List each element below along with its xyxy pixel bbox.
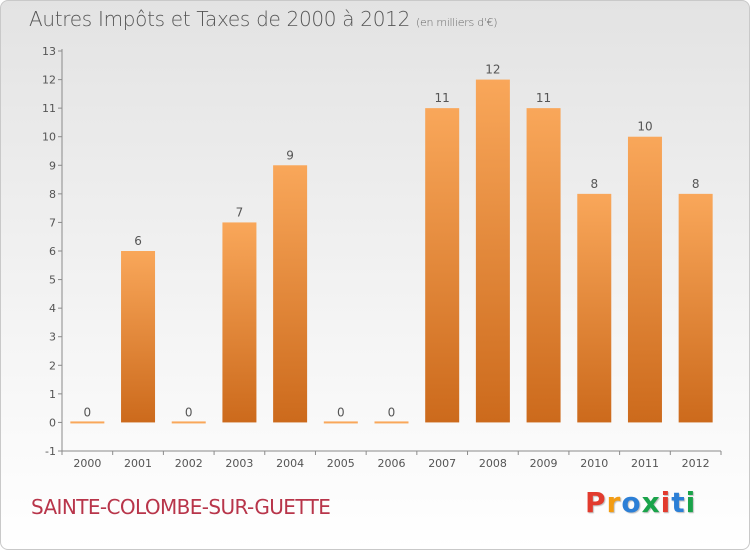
y-tick-label: 12: [42, 74, 56, 87]
logo-letter: t: [671, 486, 686, 519]
bar: [222, 222, 257, 423]
bar: [121, 251, 156, 423]
chart-title: Autres Impôts et Taxes de 2000 à 2012 (en…: [29, 7, 497, 31]
x-tick-label: 2009: [530, 457, 558, 470]
data-label: 10: [637, 120, 652, 134]
y-tick-label: 8: [49, 188, 56, 201]
bar: [425, 108, 460, 423]
data-label: 0: [185, 405, 193, 419]
bar: [374, 421, 409, 424]
bar: [171, 421, 206, 424]
x-tick-label: 2002: [175, 457, 203, 470]
chart-unit: (en milliers d'€): [416, 16, 498, 29]
x-tick-label: 2000: [73, 457, 101, 470]
x-tick-label: 2007: [428, 457, 456, 470]
logo-letter: x: [641, 486, 661, 519]
x-tick-label: 2011: [631, 457, 659, 470]
logo-letter: i: [685, 486, 697, 519]
data-label: 7: [236, 205, 244, 219]
y-tick-label: 5: [49, 274, 56, 287]
data-label: 0: [388, 405, 396, 419]
logo-letter: i: [660, 486, 672, 519]
bar: [577, 193, 612, 423]
y-tick-label: 13: [42, 45, 56, 58]
data-label: 11: [435, 91, 450, 105]
x-tick-label: 2006: [378, 457, 406, 470]
data-label: 6: [134, 234, 142, 248]
x-tick-label: 2005: [327, 457, 355, 470]
data-label: 0: [84, 405, 92, 419]
y-tick-label: -1: [45, 445, 56, 458]
logo-letter: P: [585, 486, 607, 519]
y-tick-label: 11: [42, 102, 56, 115]
x-tick-label: 2001: [124, 457, 152, 470]
bar: [70, 421, 105, 424]
y-tick-label: 7: [49, 216, 56, 229]
plot-area: -101234567891011121302000620010200272003…: [42, 45, 722, 470]
y-tick-label: 2: [49, 359, 56, 372]
data-label: 8: [692, 177, 700, 191]
x-tick-label: 2008: [479, 457, 507, 470]
y-tick-label: 0: [49, 416, 56, 429]
bar: [273, 165, 308, 423]
y-tick-label: 9: [49, 159, 56, 172]
x-tick-label: 2003: [225, 457, 253, 470]
bar: [678, 193, 713, 423]
data-label: 11: [536, 91, 551, 105]
x-tick-label: 2010: [580, 457, 608, 470]
y-tick-label: 10: [42, 131, 56, 144]
data-label: 12: [485, 63, 500, 77]
logo-letter: r: [606, 486, 622, 519]
bar: [323, 421, 358, 424]
bar: [627, 136, 662, 423]
logo-letter: o: [621, 486, 642, 519]
data-label: 8: [590, 177, 598, 191]
chart-title-text: Autres Impôts et Taxes de 2000 à 2012: [29, 7, 410, 31]
bar: [475, 79, 510, 423]
y-tick-label: 4: [49, 302, 56, 315]
data-label: 0: [337, 405, 345, 419]
bar: [526, 108, 561, 423]
y-tick-label: 3: [49, 331, 56, 344]
town-name: SAINTE-COLOMBE-SUR-GUETTE: [31, 495, 331, 519]
x-tick-label: 2004: [276, 457, 304, 470]
data-label: 9: [286, 148, 294, 162]
x-tick-label: 2012: [682, 457, 710, 470]
y-tick-label: 1: [49, 388, 56, 401]
y-tick-label: 6: [49, 245, 56, 258]
proxiti-logo: Proxiti: [585, 486, 696, 519]
